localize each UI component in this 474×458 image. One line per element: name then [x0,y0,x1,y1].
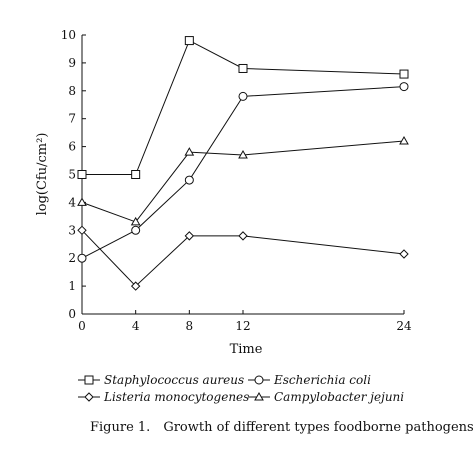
series-campylobacter-jejuni [77,136,409,226]
y-tick-label: 6 [68,140,76,154]
legend-item: Escherichia coli [248,373,371,387]
legend-item: Campylobacter jejuni [248,390,404,404]
y-tick-label: 1 [68,279,76,293]
data-point [77,225,87,236]
x-axis-label: Time [230,342,263,357]
figure-caption: Figure 1. Growth of different types food… [90,420,474,435]
y-tick-label: 0 [68,307,76,321]
legend-marker [254,391,264,401]
legend-label: Listeria monocytogenes [103,390,249,404]
legend-marker [84,392,94,402]
x-tick-label: 8 [186,319,194,333]
legend-label: Staphylococcus aureus [104,373,244,387]
legend-item: Staphylococcus aureus [78,373,244,387]
series-escherichia-coli [77,82,409,263]
data-point [77,170,87,179]
y-tick-label: 7 [68,112,76,126]
y-tick-label: 8 [68,84,76,98]
x-tick-label: 0 [78,319,86,333]
data-point [184,175,194,185]
data-point [184,147,195,156]
series-staphylococcus-aureus [77,36,409,179]
y-tick-label: 5 [68,168,76,182]
data-point [238,231,248,241]
data-point [130,216,141,226]
data-point [77,253,87,263]
y-tick-label: 9 [68,56,76,70]
y-tick-label: 4 [68,195,76,209]
series-listeria-monocytogenes [77,225,409,291]
legend-marker [84,375,94,385]
data-point [238,91,248,101]
data-point [130,281,141,291]
data-point [238,63,248,73]
legend-item: Listeria monocytogenes [78,390,249,404]
data-point [238,149,248,159]
x-tick-label: 12 [235,319,250,333]
legend-marker [254,375,264,385]
y-axis-label: log(Cfu/cm²) [35,133,50,216]
legend-label: Escherichia coli [273,373,371,387]
data-point [399,82,409,92]
data-point [399,136,409,145]
data-point [399,69,409,79]
data-point [184,231,195,241]
data-point [77,197,87,206]
y-tick-label: 10 [61,28,76,42]
y-tick-label: 3 [68,223,76,237]
data-point [131,170,141,179]
y-tick-label: 2 [68,251,76,265]
data-point [184,36,194,46]
data-point [399,249,409,259]
data-point [131,225,141,235]
x-tick-label: 24 [396,319,412,333]
x-tick-label: 4 [132,319,140,333]
legend-label: Campylobacter jejuni [274,390,404,404]
